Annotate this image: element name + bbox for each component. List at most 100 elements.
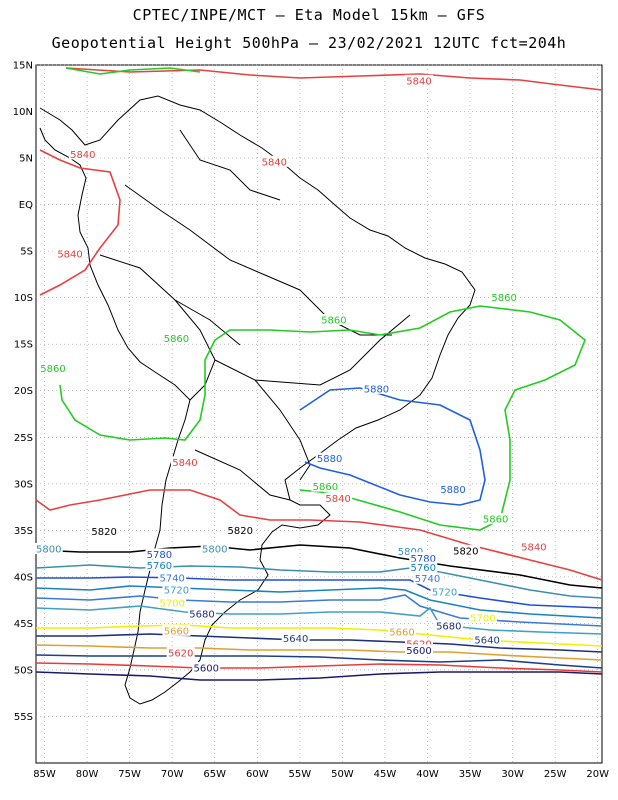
contour-label: 5840 [172,458,197,469]
contour-label: 5840 [325,494,350,505]
lat-label: EQ [19,200,33,211]
contour-label: 5800 [202,544,227,555]
lat-label: 25S [14,433,33,444]
contour-label-bg [34,542,63,554]
contour-5680 [36,633,603,653]
contour-5600 [35,671,603,681]
contour-label: 5700 [470,613,495,624]
contour-label-bg [430,585,459,597]
title-line-2: Geopotential Height 500hPa – 23/02/2021 … [51,34,567,52]
contour-label-bg [158,571,187,583]
contour-label-bg [387,625,416,637]
contour-labels: 5840584058405840586058605860586058805880… [34,74,548,675]
contour-5660 [35,644,603,661]
lat-label: 50S [14,665,33,676]
contour-5860 [59,305,586,531]
contour-label: 5680 [436,622,461,633]
contour-label: 5880 [317,454,342,465]
contour-label-bg [405,644,434,656]
contour-label: 5860 [313,482,338,493]
contour-label: 5760 [147,561,172,572]
contour-label: 5880 [440,485,465,496]
contour-label: 5640 [283,634,308,645]
contour-label: 5720 [164,585,189,596]
contour-label: 5820 [453,546,478,557]
contour-label-bg [260,155,289,167]
lon-label: 75W [118,769,141,780]
contour-label: 5640 [474,636,499,647]
contour-5840-west [39,149,121,296]
contour-label-bg [490,291,519,303]
contour-label-bg [451,544,480,556]
contour-label: 5840 [57,249,82,260]
country-borders [99,129,411,501]
contour-label-bg [145,559,174,571]
contour-5720 [35,605,603,635]
contour-label: 5840 [406,76,431,87]
contour-label-bg [200,542,229,554]
contour-5880 [299,387,486,506]
contour-label: 5820 [91,527,116,538]
map-frame [35,64,603,764]
contour-label-bg [396,545,425,557]
contour-label: 5780 [147,550,172,561]
contour-label: 5860 [40,364,65,375]
lat-label: 35S [14,526,33,537]
contour-5840-south [35,489,603,581]
contour-label: 5600 [406,646,431,657]
contour-label: 5880 [364,384,389,395]
contour-label-bg [315,452,344,464]
coastlines [39,95,476,705]
contour-label: 5720 [432,587,457,598]
contour-label-bg [226,524,255,536]
south-america-coast [39,95,476,705]
contour-label-bg [162,332,191,344]
contour-5620 [35,662,603,673]
lat-label: 10S [14,293,33,304]
contour-label-bg [481,513,510,525]
contour-label: 5840 [262,157,287,168]
contour-label-bg [281,632,310,644]
lon-label: 85W [33,769,56,780]
contour-label-bg [90,525,119,537]
contour-label-bg [439,483,468,495]
contour-label-bg [166,647,195,659]
lat-label: 5S [20,247,33,258]
contour-label-bg [68,148,97,160]
contour-label: 5860 [491,293,516,304]
longitude-labels: 85W 80W 75W 70W 65W 60W 55W 50W 45W 40W 35W 30W 25W 2… [33,769,609,780]
lat-label: 20S [14,386,33,397]
lon-label: 35W [459,769,482,780]
contour-label: 5660 [389,627,414,638]
contour-label-bg [468,611,497,623]
lat-label: 5N [19,154,33,165]
lat-label: 40S [14,572,33,583]
contour-label-bg [519,541,548,553]
contour-label: 5680 [189,610,214,621]
contour-label-bg [192,662,221,674]
lon-label: 50W [331,769,354,780]
lat-label: 55S [14,712,33,723]
contour-label: 5840 [521,543,546,554]
contour-5820 [35,544,603,589]
lat-label: 45S [14,619,33,630]
contour-label: 5780 [411,554,436,565]
contour-label-bg [434,620,463,632]
contour-label: 5760 [411,563,436,574]
contour-label-bg [413,572,442,584]
contour-label-bg [473,634,502,646]
lon-label: 40W [416,769,439,780]
contour-label-bg [311,480,340,492]
contour-label-bg [405,74,434,86]
contour-label: 5620 [168,649,193,660]
lat-label: 15N [13,61,33,72]
contour-5860-north [65,67,201,75]
contour-label: 5740 [159,573,184,584]
contour-5760 [35,585,603,619]
contour-label: 5740 [415,574,440,585]
contour-label: 5860 [321,316,346,327]
contour-label-bg [158,596,187,608]
lon-label: 25W [544,769,567,780]
contour-label-bg [162,583,191,595]
